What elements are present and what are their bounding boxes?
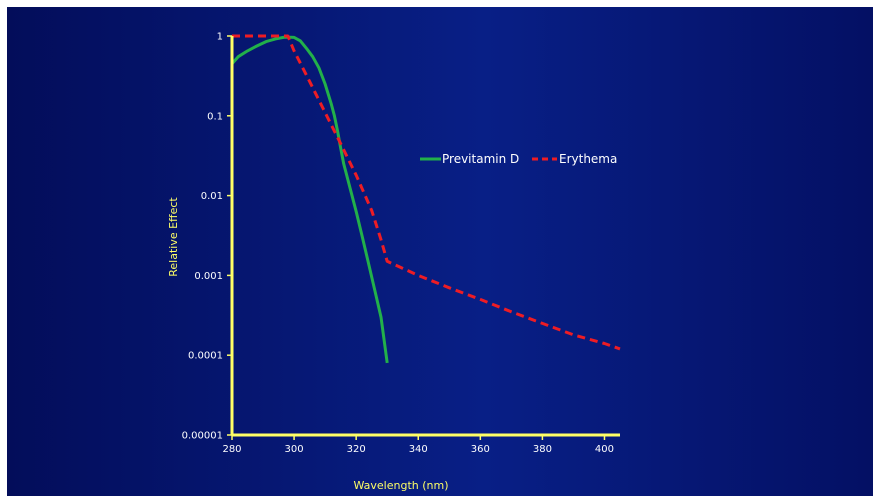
chart: 0.00001 0.0001 0.001 0.01 0.1 1 280 300 320 340 3… (167, 32, 621, 492)
x-tick-label: 340 (409, 444, 428, 455)
x-tick-label: 400 (595, 444, 614, 455)
y-tick-label: 0.00001 (182, 431, 223, 442)
x-axis-ticks: 280 300 320 340 360 380 400 (222, 435, 614, 455)
series-line-erythema (232, 34, 621, 351)
series-line-previtamin-d (230, 35, 389, 364)
x-tick-label: 380 (533, 444, 552, 455)
x-axis-title: Wavelength (nm) (353, 479, 448, 492)
y-axis-title: Relative Effect (167, 197, 180, 277)
x-tick-label: 300 (285, 444, 304, 455)
chart-slide: 0.00001 0.0001 0.001 0.01 0.1 1 280 300 320 340 3… (7, 7, 873, 496)
y-tick-label: 0.0001 (188, 351, 223, 362)
x-tick-label: 280 (222, 444, 241, 455)
x-tick-label: 360 (471, 444, 490, 455)
y-tick-label: 0.001 (194, 271, 223, 282)
legend-label-erythema: Erythema (559, 152, 617, 166)
x-tick-label: 320 (347, 444, 366, 455)
legend-label-previtamin-d: Previtamin D (442, 152, 519, 166)
series-layer (230, 34, 621, 364)
y-tick-label: 1 (217, 32, 223, 43)
y-tick-label: 0.01 (201, 191, 223, 202)
y-axis-ticks: 0.00001 0.0001 0.001 0.01 0.1 1 (182, 32, 232, 442)
legend: Previtamin D Erythema (420, 152, 617, 166)
y-tick-label: 0.1 (207, 111, 223, 122)
